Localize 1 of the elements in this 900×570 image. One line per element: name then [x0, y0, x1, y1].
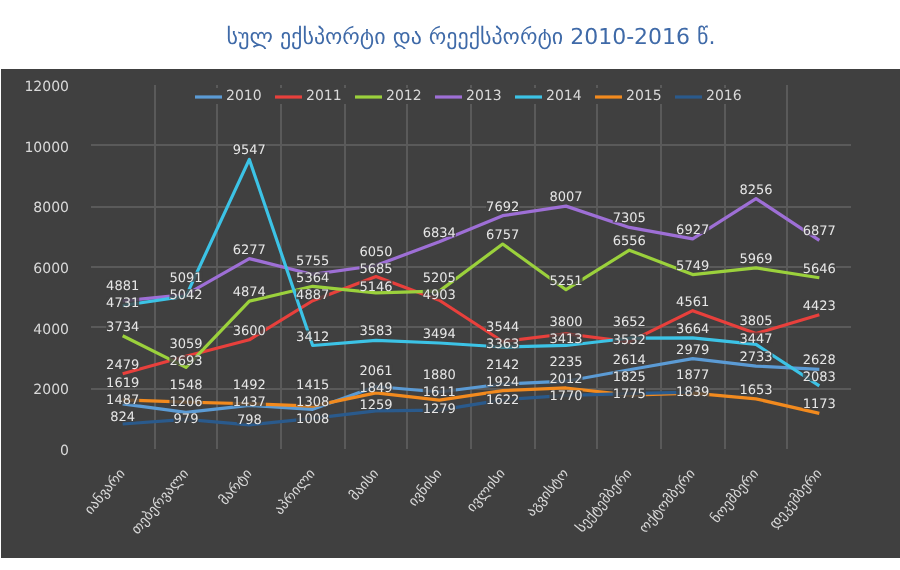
chart-title: სულ ექსპორტი და რეექსპორტი 2010-2016 წ. — [226, 24, 716, 51]
